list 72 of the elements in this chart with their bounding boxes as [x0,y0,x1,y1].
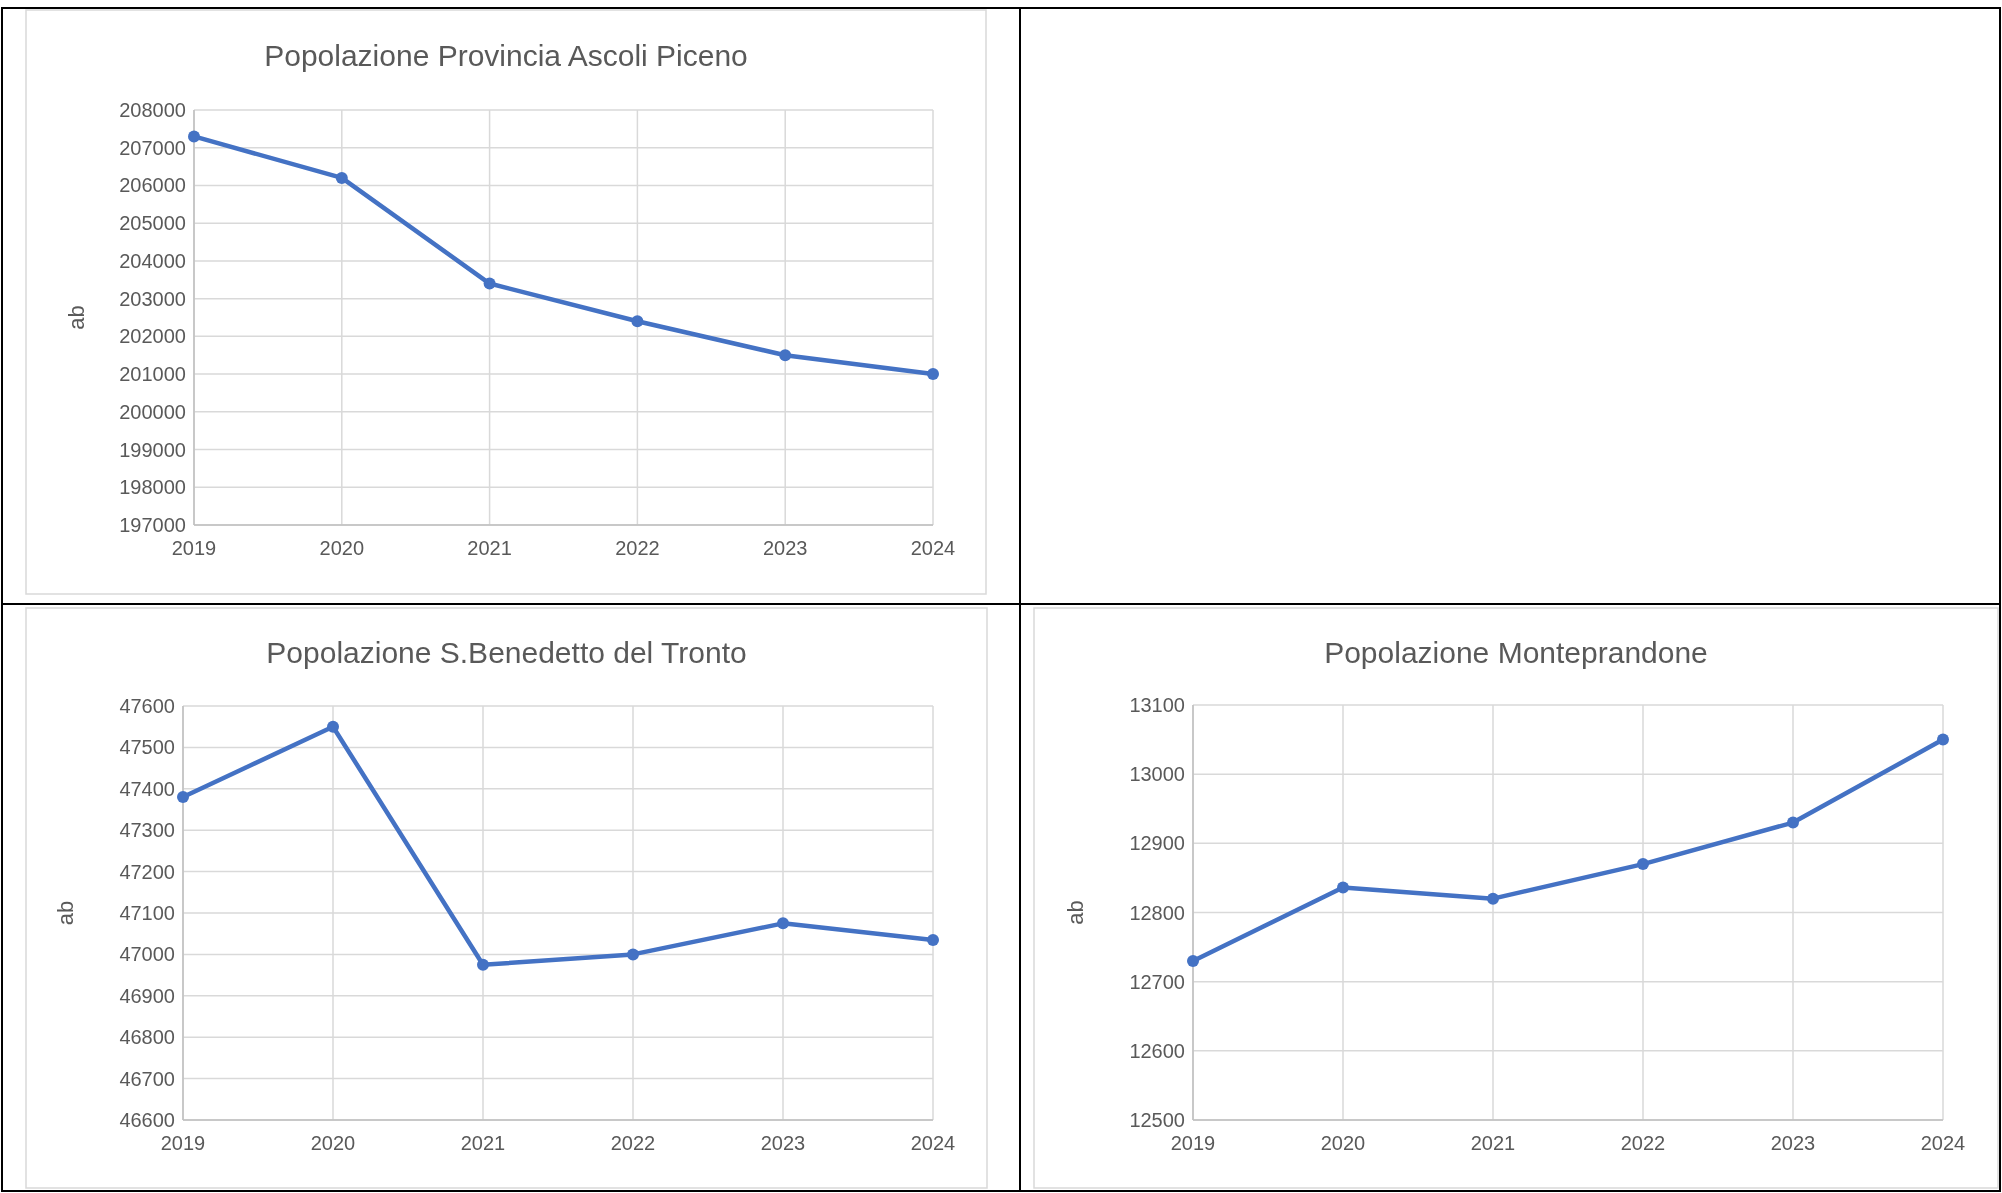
point [327,720,339,733]
y-tick-label: 201000 [119,363,186,386]
y-tick-label: 47100 [119,902,175,924]
chart-title: Popolazione Monteprandone [1324,636,1708,669]
point [477,958,489,971]
y-axis-title: ab [53,900,78,926]
y-tick-label: 200000 [119,400,186,423]
x-tick-label: 2022 [610,1132,656,1154]
y-tick-label: 12600 [1129,1039,1185,1062]
x-tick-label: 2022 [1620,1132,1666,1154]
point [1637,858,1649,871]
point [177,791,189,804]
x-tick-label: 2020 [310,1132,356,1154]
y-tick-label: 205000 [119,212,186,235]
x-tick-label: 2023 [760,1132,806,1154]
y-tick-label: 204000 [119,249,186,272]
x-tick-label: 2021 [460,1132,506,1154]
y-tick-label: 46700 [119,1067,175,1090]
x-tick-label: 2021 [1470,1132,1516,1154]
x-tick-label: 2020 [319,537,365,559]
x-tick-label: 2021 [467,537,512,559]
point [777,917,789,930]
y-tick-label: 12900 [1129,832,1185,855]
point [335,171,348,184]
point [1187,954,1199,967]
chart-title: Popolazione S.Benedetto del Tronto [266,636,747,669]
y-tick-label: 13000 [1129,763,1185,786]
point [483,277,496,290]
chart-title: Popolazione Provincia Ascoli Piceno [264,39,748,72]
x-tick-label: 2019 [1170,1132,1216,1154]
y-tick-label: 47500 [119,736,175,759]
y-tick-label: 47000 [119,943,175,966]
y-tick-label: 12500 [1129,1109,1185,1131]
y-tick-label: 198000 [119,476,186,499]
point [188,130,200,143]
x-tick-label: 2024 [910,1132,956,1154]
y-tick-label: 46800 [119,1026,175,1049]
point [1487,892,1499,905]
point [631,315,644,328]
point [1937,733,1949,746]
y-axis-title: ab [64,305,89,330]
y-tick-label: 208000 [119,99,186,121]
y-tick-label: 47600 [119,695,175,717]
y-tick-label: 47400 [119,777,175,800]
x-tick-label: 2023 [1770,1132,1816,1154]
y-tick-label: 12800 [1129,901,1185,924]
y-axis-title: ab [1063,900,1088,925]
point [927,933,939,946]
x-tick-label: 2020 [1320,1132,1366,1154]
x-tick-label: 2019 [171,537,217,559]
y-tick-label: 206000 [119,174,186,197]
point [779,349,792,362]
y-tick-label: 199000 [119,438,186,461]
y-tick-label: 203000 [119,287,186,310]
x-tick-label: 2024 [1920,1132,1966,1154]
x-tick-label: 2019 [160,1132,206,1154]
x-tick-label: 2022 [615,537,660,559]
x-tick-label: 2024 [910,537,956,559]
y-tick-label: 13100 [1129,694,1185,716]
point [1787,816,1799,829]
y-tick-label: 207000 [119,136,186,159]
y-tick-label: 47200 [119,860,175,883]
y-tick-label: 12700 [1129,970,1185,993]
point [927,368,939,381]
y-tick-label: 202000 [119,325,186,348]
y-tick-label: 46600 [119,1109,175,1131]
x-tick-label: 2023 [762,537,808,559]
y-tick-label: 47300 [119,819,175,842]
y-tick-label: 197000 [119,514,186,536]
point [627,948,639,961]
y-tick-label: 46900 [119,984,175,1007]
point [1337,881,1349,894]
